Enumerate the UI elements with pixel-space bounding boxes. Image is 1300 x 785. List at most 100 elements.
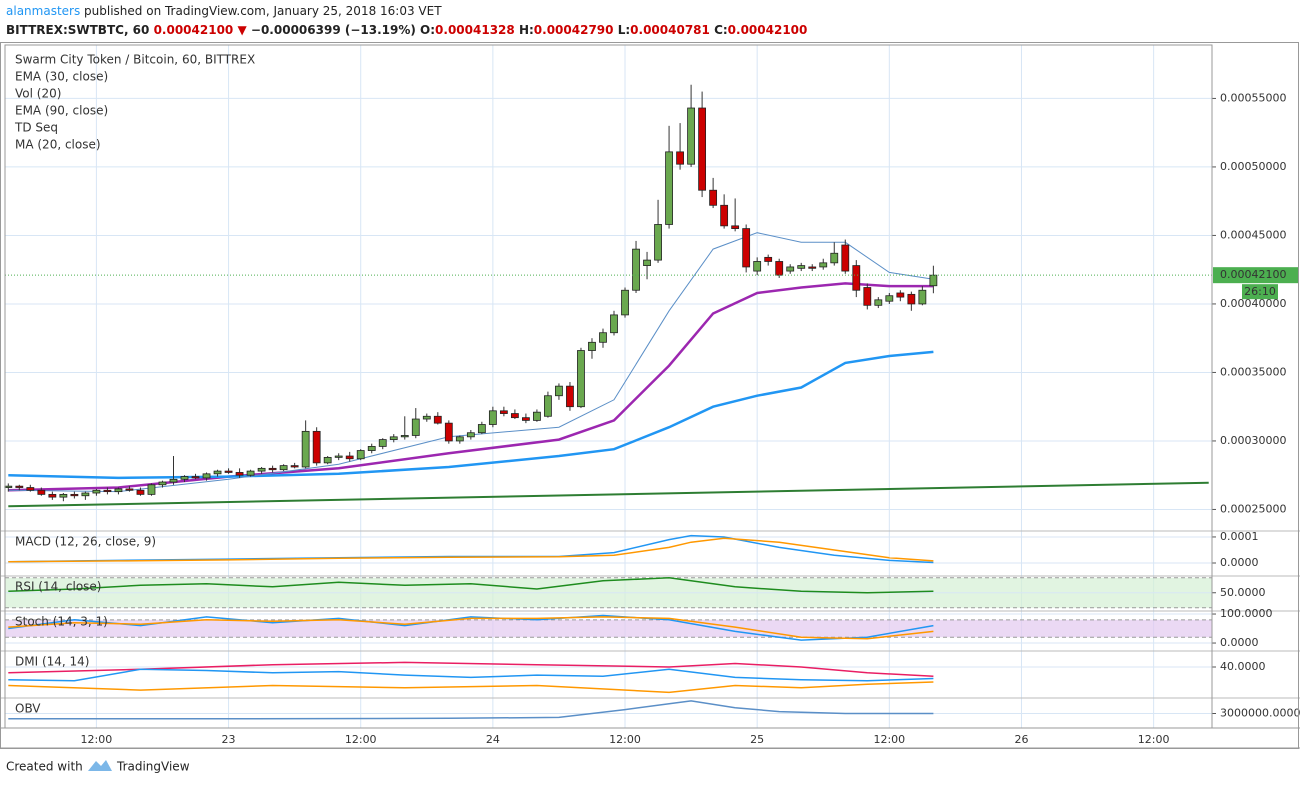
candle-body [929,274,938,287]
candle-body [26,487,35,491]
candle-body [202,473,211,479]
candle-body [444,422,453,442]
quote-label: H: [519,23,534,37]
candle-body [533,411,541,421]
x-tick-label: 25 [750,733,764,746]
y-tick-label: 100.0000 [1220,607,1273,620]
x-tick-label: 12:00 [1138,733,1170,746]
candle-body [588,341,596,351]
arrow: ▼ [237,23,247,37]
legend-entry: TD Seq [14,121,58,135]
legend-entry: EMA (30, close) [15,70,108,84]
candle-body [907,293,916,305]
y-tick-label: 0.00025000 [1220,502,1286,515]
candle-body [654,224,662,261]
candle-body [522,417,530,421]
quote-value: 0.00040781 [630,23,710,37]
candle-body [764,256,773,262]
candle-body [720,204,729,227]
candle-body [224,470,233,473]
chart-title: Swarm City Token / Bitcoin, 60, BITTREX [15,53,255,67]
candle-body [180,476,189,480]
indicator-line [8,668,934,682]
candle-body [422,415,431,420]
candle-body [786,266,795,272]
candle-body [775,261,784,276]
candle-body [136,489,145,495]
candle-body [48,493,57,498]
candle-body [191,476,200,479]
logo [88,760,112,771]
quote-value: 0.00042790 [534,23,614,37]
indicator-line [8,616,934,640]
candle-body [345,455,354,460]
brand[interactable]: TradingView [116,760,190,774]
indicator-line [8,537,934,563]
x-tick-label: 12:00 [609,733,641,746]
y-tick-label: 40.0000 [1220,660,1266,673]
candle-body [455,436,464,442]
band [5,619,1212,638]
legend-entry: MA (20, close) [15,138,101,152]
x-tick-label: 23 [222,733,236,746]
symbol: BITTREX:SWTBTC, 60 [6,23,149,37]
candle-body [301,430,310,468]
candle-body [81,492,90,497]
indicator-line [8,232,934,493]
legend-entry: EMA (90, close) [15,104,108,118]
candle-body [378,439,387,447]
x-tick-label: 12:00 [873,733,905,746]
candle-body [731,225,740,229]
candle-body [37,489,46,495]
user[interactable]: alanmasters [6,4,80,18]
panel-title: DMI (14, 14) [15,655,89,669]
change: −0.00006399 (−13.19%) [251,23,416,37]
quote-value: 0.00041328 [435,23,515,37]
header-line: alanmasters published on TradingView.com… [6,4,442,18]
created-with: Created with [6,760,83,774]
candle-body [544,395,552,417]
candle-body [918,289,927,305]
y-tick-label: 0.00055000 [1220,91,1286,104]
candle-body [753,261,762,272]
candle-body [114,488,123,493]
candle-body [125,488,134,491]
price-tag-box [1213,267,1299,284]
quote-label: O: [420,23,435,37]
y-tick-label: 0.0000 [1220,636,1259,649]
candle-body [698,107,707,191]
quote-line: BITTREX:SWTBTC, 60 0.00042100 ▼ −0.00006… [6,23,807,37]
indicator-line [8,350,934,480]
candle-body [852,265,861,291]
candle-body [411,418,420,436]
candle-body [334,455,343,458]
candle-body [290,465,299,468]
candle-body [312,430,321,464]
indicator-line [8,481,1209,508]
candle-body [808,266,817,269]
indicator-line [8,700,934,720]
candle-body [742,228,751,268]
candle-body [885,295,894,302]
candle-body [599,332,607,343]
candle-body [356,450,365,460]
candle-body [268,467,277,471]
y-tick-label: 0.00040000 [1220,297,1286,310]
legend-entry: Vol (20) [15,87,61,101]
y-tick-label: 3000000.0000 [1220,707,1300,720]
candle-body [466,432,475,438]
panel-title: MACD (12, 26, close, 9) [15,535,156,549]
y-tick-label: 0.0000 [1220,556,1259,569]
candle-body [841,244,850,272]
candle-body [555,385,563,397]
indicator-line [8,661,934,677]
candle-body [400,435,409,438]
candle-body [323,456,332,464]
x-tick-label: 26 [1014,733,1028,746]
outer-frame [0,42,1299,749]
quote-value: 0.00042100 [728,23,808,37]
candle-body [610,314,618,334]
candle-body [830,252,839,264]
